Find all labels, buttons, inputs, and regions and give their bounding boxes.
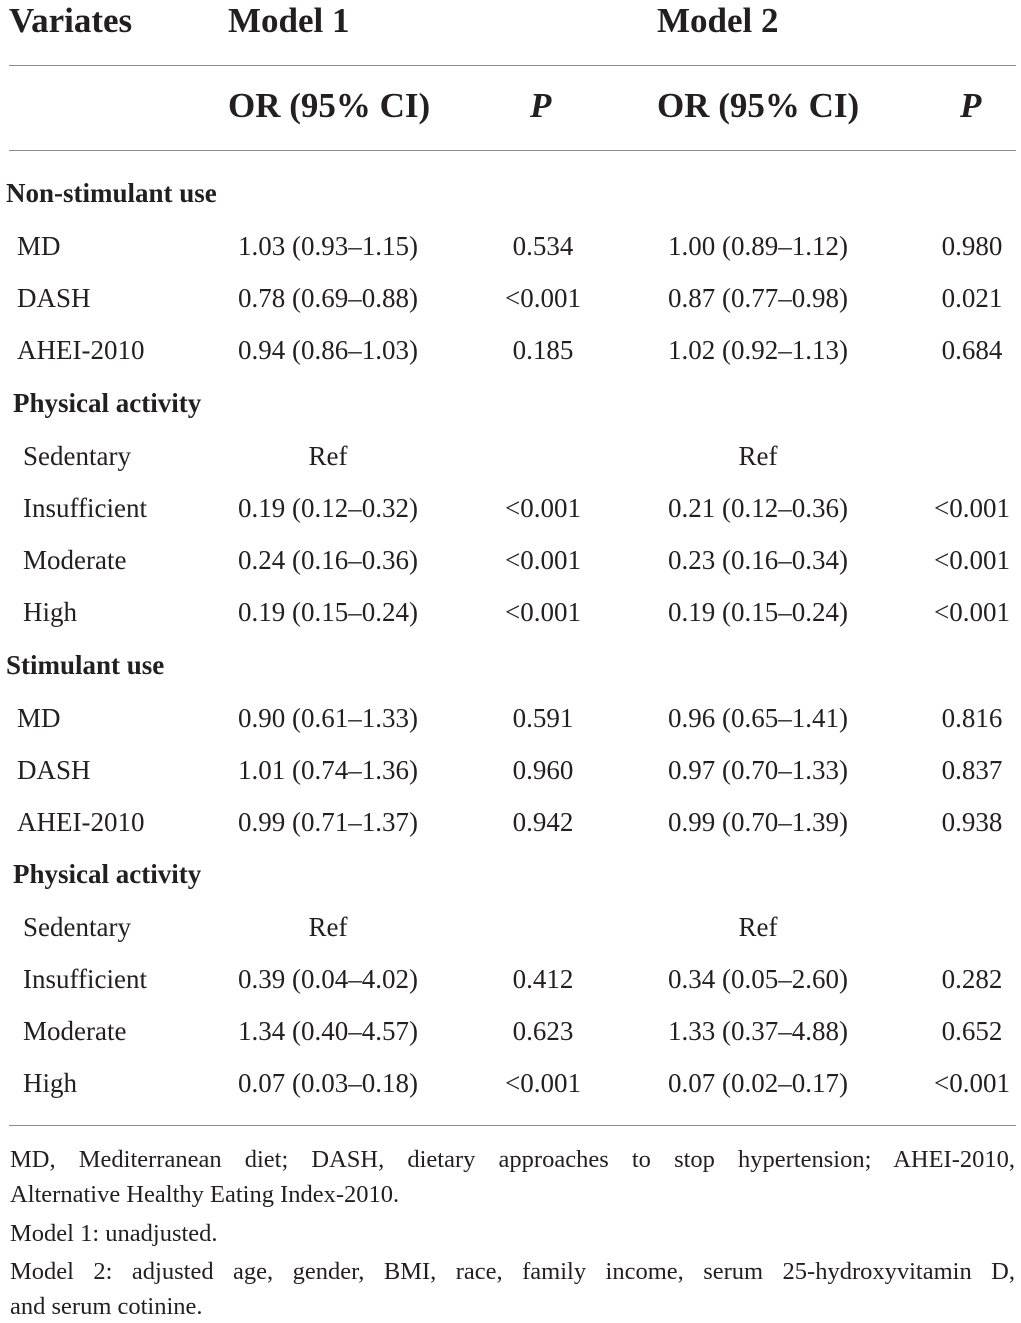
row-label: AHEI-2010 <box>17 335 145 365</box>
or-model2: 0.23 (0.16–0.34) <box>668 545 848 575</box>
or-model1: 0.39 (0.04–4.02) <box>238 964 418 994</box>
header-rule-bottom <box>9 150 1016 151</box>
p-model1: 0.185 <box>512 335 574 365</box>
p-model1: 0.534 <box>512 231 574 261</box>
or-model2: 0.96 (0.65–1.41) <box>668 703 848 733</box>
p-model2: <0.001 <box>934 545 1010 575</box>
p-model1: 0.591 <box>512 703 574 733</box>
or-model2: 0.34 (0.05–2.60) <box>668 964 848 994</box>
table-bottom-rule <box>9 1125 1016 1126</box>
or-model2: 0.07 (0.02–0.17) <box>668 1068 848 1098</box>
p-model1: 0.942 <box>512 807 574 837</box>
or-model2: 1.02 (0.92–1.13) <box>668 335 848 365</box>
header-or-model2: OR (95% CI) <box>657 86 860 125</box>
p-model1: 0.412 <box>512 964 574 994</box>
p-model2: 0.980 <box>941 231 1003 261</box>
p-model1: <0.001 <box>505 283 581 313</box>
row-label: High <box>23 1068 77 1098</box>
row-label: MD <box>17 231 61 261</box>
footnote-model2-cont: and serum cotinine. <box>10 1293 203 1320</box>
row-label: Insufficient <box>23 493 147 523</box>
subsection-title: Physical activity <box>13 859 202 889</box>
p-model2: 0.684 <box>941 335 1003 365</box>
or-model2: Ref <box>738 912 778 942</box>
or-model1: 0.99 (0.71–1.37) <box>238 807 418 837</box>
or-model1: 0.94 (0.86–1.03) <box>238 335 418 365</box>
or-model1: 0.19 (0.15–0.24) <box>238 597 418 627</box>
p-model1: <0.001 <box>505 1068 581 1098</box>
p-model1: 0.960 <box>512 755 574 785</box>
p-model2: 0.938 <box>941 807 1003 837</box>
row-label: Sedentary <box>23 441 131 471</box>
header-p-model2: P <box>960 86 982 125</box>
row-label: MD <box>17 703 61 733</box>
or-model1: 0.78 (0.69–0.88) <box>238 283 418 313</box>
p-model1: 0.623 <box>512 1016 574 1046</box>
p-model1: <0.001 <box>505 493 581 523</box>
header-model1: Model 1 <box>228 1 350 40</box>
or-model1: 0.90 (0.61–1.33) <box>238 703 418 733</box>
or-model1: 0.24 (0.16–0.36) <box>238 545 418 575</box>
p-model2: 0.816 <box>941 703 1003 733</box>
or-model2: 0.99 (0.70–1.39) <box>668 807 848 837</box>
p-model2: 0.837 <box>941 755 1003 785</box>
section-title: Non-stimulant use <box>6 178 217 208</box>
or-model1: 0.07 (0.03–0.18) <box>238 1068 418 1098</box>
p-model2: 0.021 <box>941 283 1003 313</box>
or-model1: 1.01 (0.74–1.36) <box>238 755 418 785</box>
row-label: Insufficient <box>23 964 147 994</box>
row-label: High <box>23 597 77 627</box>
p-model2: 0.282 <box>941 964 1003 994</box>
row-label: AHEI-2010 <box>17 807 145 837</box>
or-model2: 0.87 (0.77–0.98) <box>668 283 848 313</box>
row-label: DASH <box>17 283 91 313</box>
or-model1: 1.03 (0.93–1.15) <box>238 231 418 261</box>
or-model2: 0.21 (0.12–0.36) <box>668 493 848 523</box>
footnote-model2: Model 2: adjusted age, gender, BMI, race… <box>10 1258 1015 1285</box>
or-model1: Ref <box>308 441 348 471</box>
p-model1: <0.001 <box>505 597 581 627</box>
p-model2: <0.001 <box>934 493 1010 523</box>
row-label: Sedentary <box>23 912 131 942</box>
p-model2: <0.001 <box>934 1068 1010 1098</box>
row-label: DASH <box>17 755 91 785</box>
p-model2: 0.652 <box>941 1016 1003 1046</box>
row-label: Moderate <box>23 1016 127 1046</box>
or-model2: Ref <box>738 441 778 471</box>
header-model2: Model 2 <box>657 1 779 40</box>
p-model2: <0.001 <box>934 597 1010 627</box>
or-model1: 1.34 (0.40–4.57) <box>238 1016 418 1046</box>
or-model1: Ref <box>308 912 348 942</box>
or-model2: 1.33 (0.37–4.88) <box>668 1016 848 1046</box>
row-label: Moderate <box>23 545 127 575</box>
header-variates: Variates <box>9 1 133 40</box>
or-model2: 1.00 (0.89–1.12) <box>668 231 848 261</box>
or-model2: 0.19 (0.15–0.24) <box>668 597 848 627</box>
header-or-model1: OR (95% CI) <box>228 86 431 125</box>
subsection-title: Physical activity <box>13 388 202 418</box>
section-title: Stimulant use <box>6 650 165 680</box>
header-rule-top <box>9 65 1016 66</box>
or-model2: 0.97 (0.70–1.33) <box>668 755 848 785</box>
footnote-abbreviations: MD, Mediterranean diet; DASH, dietary ap… <box>10 1146 1015 1173</box>
p-model1: <0.001 <box>505 545 581 575</box>
or-model1: 0.19 (0.12–0.32) <box>238 493 418 523</box>
header-p-model1: P <box>530 86 552 125</box>
footnote-model1: Model 1: unadjusted. <box>10 1220 218 1247</box>
footnote-abbreviations-cont: Alternative Healthy Eating Index-2010. <box>10 1181 400 1208</box>
